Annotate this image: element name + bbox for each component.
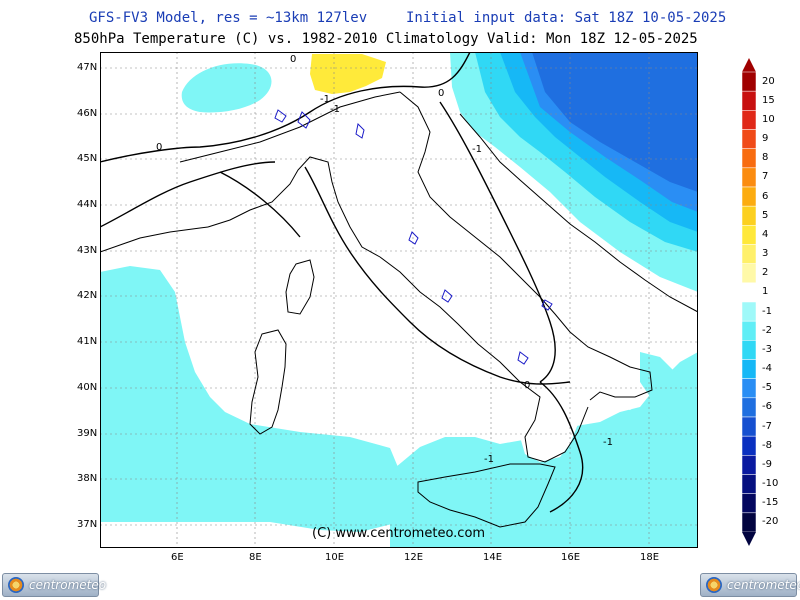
lat-label: 37N xyxy=(77,519,98,530)
colorbar-cell xyxy=(741,416,757,437)
coastlines xyxy=(100,91,698,528)
centrometeo-logo-right[interactable]: centrometeo xyxy=(700,573,800,597)
contour-label: -1 xyxy=(603,437,613,448)
centrometeo-logo-left[interactable]: centrometeo xyxy=(2,573,106,597)
lon-label: 18E xyxy=(640,552,660,563)
colorbar-cell xyxy=(741,148,757,169)
lat-label: 39N xyxy=(77,428,98,439)
colorbar-label: 1 xyxy=(762,286,769,298)
colorbar-label: -20 xyxy=(762,516,779,528)
lon-label: 10E xyxy=(325,552,345,563)
colorbar-label: 4 xyxy=(762,228,769,240)
colorbar-label: -3 xyxy=(762,343,772,355)
colorbar-cell xyxy=(741,301,757,322)
colorbar-label: -10 xyxy=(762,478,779,490)
contour-lines xyxy=(100,52,584,513)
colorbar-cell xyxy=(741,512,757,533)
colorbar-top-arrow xyxy=(742,58,756,72)
anomaly-area-plus1-alps xyxy=(310,54,386,94)
contour-label: 0 xyxy=(524,380,530,391)
contour-label: 0 xyxy=(290,54,296,65)
colorbar-label: -5 xyxy=(762,382,772,394)
colorbar-label: 9 xyxy=(762,133,769,145)
colorbar-label: -7 xyxy=(762,420,772,432)
colorbar-label: -9 xyxy=(762,458,772,470)
map-canvas: 0 0 0 0 -1 -1 -1 -1 -1 xyxy=(100,52,698,548)
lat-label: 40N xyxy=(77,382,98,393)
colorbar-label: 20 xyxy=(762,75,775,87)
colorbar-cell xyxy=(741,282,757,303)
lon-label: 6E xyxy=(171,552,184,563)
colorbar-label: 2 xyxy=(762,267,769,279)
colorbar-cell xyxy=(741,167,757,188)
lat-label: 47N xyxy=(77,62,98,73)
colorbar-cell xyxy=(741,397,757,418)
colorbar-label: 10 xyxy=(762,113,775,125)
colorbar-cell xyxy=(741,225,757,245)
colorbar xyxy=(741,58,757,546)
colorbar-cell xyxy=(741,455,757,475)
lon-label: 8E xyxy=(249,552,262,563)
colorbar-cell xyxy=(741,340,757,360)
colorbar-cell xyxy=(741,474,757,494)
colorbar-label: -15 xyxy=(762,497,779,509)
model-info: GFS-FV3 Model, res = ~13km 127lev xyxy=(89,10,368,26)
colorbar-cell xyxy=(741,263,757,284)
colorbar-label: 6 xyxy=(762,190,769,202)
colorbar-label: -2 xyxy=(762,324,772,336)
anomaly-area-minus1-southwest xyxy=(100,266,410,532)
colorbar-cell xyxy=(741,320,757,341)
contour-label: 0 xyxy=(438,88,444,99)
contour-label: -1 xyxy=(472,144,482,155)
colorbar-label: -4 xyxy=(762,363,772,375)
colorbar-cell xyxy=(741,71,757,92)
contour-label: -1 xyxy=(484,454,494,465)
lat-label: 44N xyxy=(77,199,98,210)
copyright-credit: (C) www.centrometeo.com xyxy=(312,526,486,541)
contour-label-group: 0 0 0 0 -1 -1 -1 -1 -1 xyxy=(156,54,613,465)
colorbar-cell xyxy=(741,435,757,456)
lat-label: 41N xyxy=(77,336,98,347)
colorbar-cell xyxy=(741,186,757,207)
contour-label: -1 xyxy=(330,104,340,115)
centrometeo-logo-icon xyxy=(8,577,24,593)
temperature-anomaly-map: 0 0 0 0 -1 -1 -1 -1 -1 xyxy=(100,52,698,548)
colorbar-cell xyxy=(741,244,757,264)
lat-label: 42N xyxy=(77,290,98,301)
italy-landmass xyxy=(275,92,645,462)
lon-label: 12E xyxy=(404,552,424,563)
colorbar-cell xyxy=(741,493,757,514)
colorbar-cell xyxy=(741,359,757,379)
colorbar-cell xyxy=(741,90,757,111)
colorbar-bottom-arrow xyxy=(742,532,756,546)
anomaly-area-minus5-northeast xyxy=(532,52,698,192)
colorbar-label: 8 xyxy=(762,152,769,164)
anomaly-area-minus1-northwest xyxy=(181,63,272,113)
colorbar-label: -8 xyxy=(762,439,772,451)
colorbar-label: -6 xyxy=(762,401,772,413)
colorbar-cell xyxy=(741,378,757,399)
field-title: 850hPa Temperature (C) vs. 1982-2010 Cli… xyxy=(74,31,698,47)
colorbar-label: -1 xyxy=(762,305,772,317)
colorbar-cell xyxy=(741,129,757,149)
colorbar-label: 15 xyxy=(762,94,775,106)
colorbar-cell xyxy=(741,205,757,226)
colorbar-label: 5 xyxy=(762,209,769,221)
centrometeo-logo-icon xyxy=(706,577,722,593)
lon-label: 16E xyxy=(561,552,581,563)
colorbar-label: 3 xyxy=(762,248,769,260)
colorbar-cell xyxy=(741,110,757,130)
lat-label: 38N xyxy=(77,473,98,484)
lat-label: 45N xyxy=(77,153,98,164)
lon-label: 14E xyxy=(483,552,503,563)
contour-label: 0 xyxy=(156,142,162,153)
anomaly-area-minus1-ionian xyxy=(640,352,698,432)
lat-label: 43N xyxy=(77,245,98,256)
lat-label: 46N xyxy=(77,108,98,119)
contour-label: -1 xyxy=(320,94,330,105)
map-frame xyxy=(100,52,698,548)
colorbar-label: 7 xyxy=(762,171,769,183)
lakes xyxy=(274,109,553,365)
init-info: Initial input data: Sat 18Z 10-05-2025 xyxy=(406,10,727,26)
